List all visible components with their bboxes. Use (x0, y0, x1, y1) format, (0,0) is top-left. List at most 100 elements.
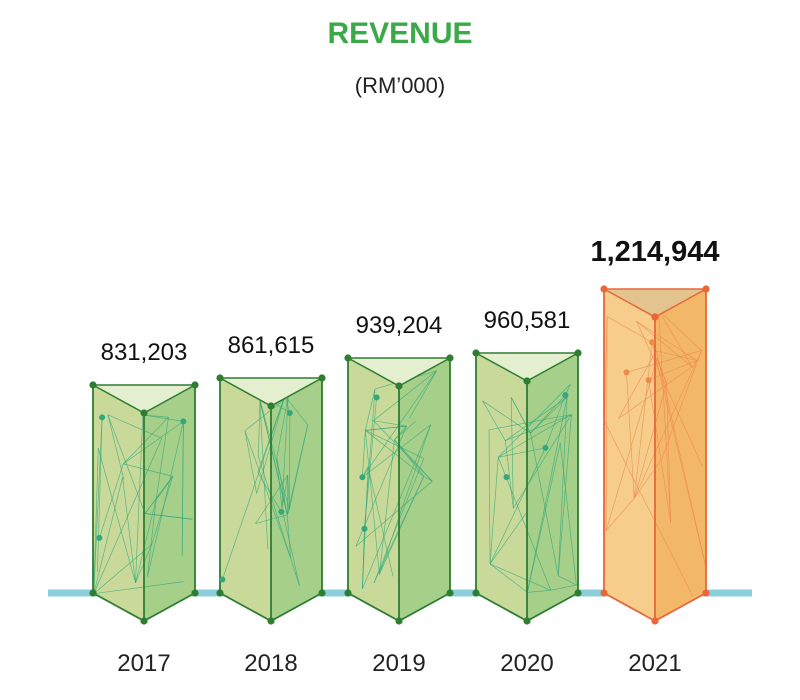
x-tick-label-2017: 2017 (117, 650, 170, 677)
value-label-2018: 861,615 (228, 332, 315, 359)
bar-vertex-2021 (702, 589, 710, 597)
bar-mesh-line-2019 (362, 430, 366, 478)
x-tick-label-2019: 2019 (372, 650, 425, 677)
bar-vertex-2020 (472, 589, 480, 597)
bar-mesh-line-2017 (181, 421, 184, 556)
bar-mesh-line-2017 (93, 438, 163, 594)
bar-mesh-line-2019 (362, 424, 432, 589)
bar-vertex-2019 (344, 354, 352, 362)
bar-mesh-line-2021 (636, 321, 703, 467)
bar-mesh-line-2019 (364, 388, 376, 529)
bar-vertex-2021 (651, 313, 659, 321)
bar-mesh-line-2017 (97, 417, 103, 572)
bar-mesh-line-2020 (498, 384, 571, 458)
bar-mesh-line-2020 (510, 397, 514, 509)
bar-mesh-line-2017 (147, 499, 157, 577)
bar-mesh-line-2017 (107, 414, 146, 514)
value-label-2019: 939,204 (356, 312, 443, 339)
bar-right-face-2020 (527, 353, 578, 621)
bar-mesh-line-2020 (482, 400, 506, 441)
chart-title: REVENUE (327, 17, 472, 50)
bar-mesh-line-2019 (364, 388, 376, 431)
bar-mesh-line-2018 (276, 396, 289, 458)
bar-vertex-2020 (472, 349, 480, 357)
bar-vertex-2018 (318, 589, 326, 597)
bar-mesh-line-2020 (488, 429, 491, 564)
bar-vertex-2021 (600, 589, 608, 597)
bar-mesh-line-2019 (355, 480, 433, 547)
bar-mesh-line-2018 (284, 395, 308, 426)
bar-mesh-line-2017 (107, 414, 162, 439)
bar-mesh-line-2019 (364, 430, 380, 575)
bar-mesh-line-2017 (144, 476, 174, 514)
bar-mesh-line-2017 (93, 477, 123, 594)
bar-mesh-line-2017 (123, 421, 184, 465)
bar-mesh-line-2018 (281, 507, 300, 587)
bar-mesh-line-2018 (244, 430, 291, 558)
bar-vertex-2019 (344, 589, 352, 597)
bar-mesh-line-2018 (288, 413, 291, 510)
bar-mesh-line-2020 (530, 433, 559, 576)
bar-vertex-2020 (523, 377, 531, 385)
bar-vertex-2021 (651, 617, 659, 625)
bar-node-2020 (503, 474, 510, 481)
bar-mesh-line-2020 (530, 394, 566, 434)
bar-right-face-2019 (399, 358, 450, 621)
bar-mesh-line-2018 (244, 430, 257, 494)
bar-mesh-line-2018 (287, 475, 290, 510)
bar-node-2017 (99, 414, 106, 421)
bar-vertex-2018 (267, 402, 275, 410)
bar-mesh-line-2020 (545, 395, 566, 448)
bar-mesh-line-2019 (373, 420, 433, 482)
bar-mesh-line-2020 (513, 414, 572, 509)
bar-node-2019 (359, 474, 366, 481)
bar-mesh-line-2021 (626, 350, 702, 373)
bar-mesh-line-2020 (489, 510, 529, 565)
bar-mesh-line-2019 (408, 370, 437, 419)
bar-vertex-2017 (191, 381, 199, 389)
bar-mesh-line-2018 (259, 401, 269, 550)
bar-left-face-2017 (93, 385, 144, 621)
x-tick-label-2021: 2021 (628, 650, 681, 677)
bar-mesh-line-2020 (527, 442, 561, 593)
bar-mesh-line-2019 (362, 424, 431, 478)
bar-mesh-line-2021 (656, 350, 697, 361)
bar-mesh-line-2020 (498, 414, 572, 458)
bar-mesh-line-2021 (656, 358, 667, 384)
bar-mesh-line-2020 (504, 440, 514, 509)
bar-mesh-line-2021 (636, 320, 697, 361)
bar-mesh-line-2020 (489, 457, 499, 564)
bar-mesh-line-2021 (605, 316, 608, 531)
bar-mesh-line-2021 (633, 350, 702, 499)
bar-mesh-line-2017 (145, 513, 193, 520)
bars-group: 831,203 2017 861,615 2018 939,204 2019 960,581… (89, 236, 720, 677)
bar-node-2019 (373, 394, 380, 401)
bar-mesh-line-2017 (93, 544, 153, 594)
bar-top-face-2019 (347, 357, 451, 387)
bar-mesh-line-2018 (222, 395, 286, 580)
bar-mesh-line-2020 (557, 414, 572, 576)
bar-mesh-line-2021 (658, 310, 702, 351)
bar-node-2020 (542, 444, 549, 451)
bar-mesh-line-2019 (379, 424, 432, 575)
bar-mesh-line-2017 (123, 463, 173, 477)
bar-right-face-2018 (271, 378, 322, 621)
bar-vertex-2017 (89, 381, 97, 389)
bar-vertex-2018 (216, 374, 224, 382)
bar-node-2020 (562, 392, 569, 399)
bar-mesh-line-2019 (373, 370, 437, 421)
bar-mesh-line-2018 (276, 457, 288, 515)
value-label-2017: 831,203 (101, 339, 188, 366)
bar-mesh-line-2021 (633, 342, 653, 499)
bar-mesh-line-2018 (259, 401, 288, 515)
bar-mesh-line-2020 (527, 589, 551, 593)
bar-mesh-line-2021 (661, 350, 702, 460)
bar-mesh-line-2020 (550, 584, 577, 591)
bar-mesh-line-2021 (648, 380, 671, 523)
bar-mesh-line-2018 (257, 472, 282, 513)
bar-mesh-line-2017 (122, 477, 136, 583)
bar-mesh-line-2018 (286, 514, 291, 558)
bar-left-face-2018 (220, 378, 271, 621)
bar-mesh-line-2017 (93, 448, 99, 594)
